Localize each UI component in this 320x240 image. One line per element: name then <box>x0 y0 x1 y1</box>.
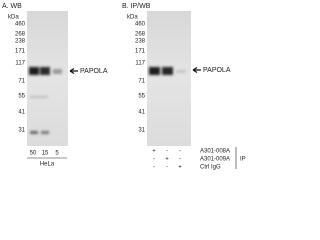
bands-b <box>149 67 186 75</box>
unit-label: kDa <box>127 15 138 21</box>
sign: - <box>153 157 155 163</box>
page: A. WB kDa 460 268 238 171 117 71 55 41 31 PAPOLA 50 1… <box>2 2 246 171</box>
marker-label: 171 <box>15 49 26 55</box>
marker-label: 55 <box>18 94 25 100</box>
marker-label: 460 <box>135 22 146 28</box>
row-label: Ctrl IgG <box>200 165 221 171</box>
group-label: IP <box>240 157 246 163</box>
sign: - <box>166 165 168 171</box>
marker-label: 31 <box>138 128 145 134</box>
blot-a <box>27 11 68 146</box>
target-label: PAPOLA <box>203 67 231 74</box>
marker-label: 171 <box>135 49 146 55</box>
blot-b <box>147 11 191 146</box>
sign: + <box>178 165 182 171</box>
sample-label: HeLa <box>40 162 55 168</box>
sign: - <box>179 157 181 163</box>
marker-label: 117 <box>135 61 145 67</box>
marker-label: 117 <box>15 61 25 67</box>
unit-label: kDa <box>8 15 19 21</box>
marker-label: 71 <box>138 79 145 85</box>
lane-label: 5 <box>55 151 59 157</box>
arrow-b <box>192 66 201 74</box>
row-label: A301-009A <box>200 157 230 163</box>
marker-label: 55 <box>138 94 145 100</box>
marker-label: 268 <box>15 32 26 38</box>
marker-label: 41 <box>18 110 25 116</box>
panel-title: A. WB <box>2 3 22 10</box>
marker-label: 31 <box>18 128 25 134</box>
panel-title: B. IP/WB <box>122 3 151 10</box>
bands-a <box>29 67 62 134</box>
marker-label: 71 <box>18 79 25 85</box>
sign: - <box>166 149 168 155</box>
sign: + <box>152 149 156 155</box>
sign: + <box>165 157 169 163</box>
row-label: A301-008A <box>200 149 230 155</box>
sign: - <box>179 149 181 155</box>
marker-label: 238 <box>135 39 146 45</box>
sign: - <box>153 165 155 171</box>
arrow-a <box>69 67 78 75</box>
marker-label: 41 <box>138 110 145 116</box>
lane-label: 15 <box>42 151 49 157</box>
marker-label: 268 <box>135 32 146 38</box>
lane-label: 50 <box>30 151 37 157</box>
marker-label: 460 <box>15 22 26 28</box>
marker-label: 238 <box>15 39 26 45</box>
target-label: PAPOLA <box>80 68 108 75</box>
